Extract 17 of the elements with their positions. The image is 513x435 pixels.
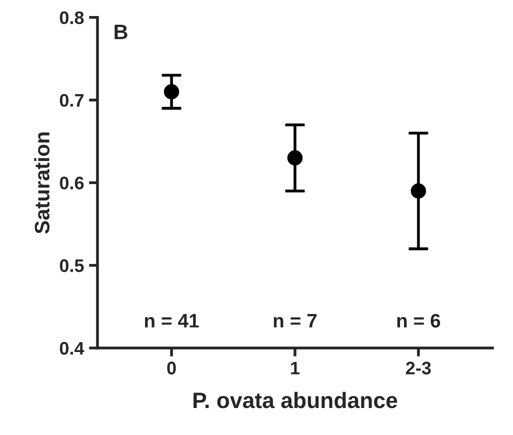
point (410, 183, 426, 199)
y-tick-label: 0.4 (60, 342, 84, 355)
x-tick-label: 2-3 (406, 362, 431, 374)
x-tick-label: 1 (291, 362, 300, 374)
x-tick-label: 0 (167, 362, 176, 374)
y-tick-label: 0.5 (60, 259, 84, 272)
annotation: n = 7 (274, 314, 317, 328)
x-axis-title: P. ovata abundance (194, 392, 398, 408)
point (164, 84, 180, 100)
y-axis-title: Saturation (34, 132, 50, 234)
y-tick-label: 0.7 (60, 94, 84, 107)
annotation: B (114, 24, 128, 40)
annotation: n = 41 (144, 314, 199, 328)
point (287, 150, 303, 166)
y-tick-label: 0.6 (60, 176, 84, 190)
y-tick-label: 0.8 (60, 11, 84, 24)
annotation: n = 6 (397, 314, 440, 328)
